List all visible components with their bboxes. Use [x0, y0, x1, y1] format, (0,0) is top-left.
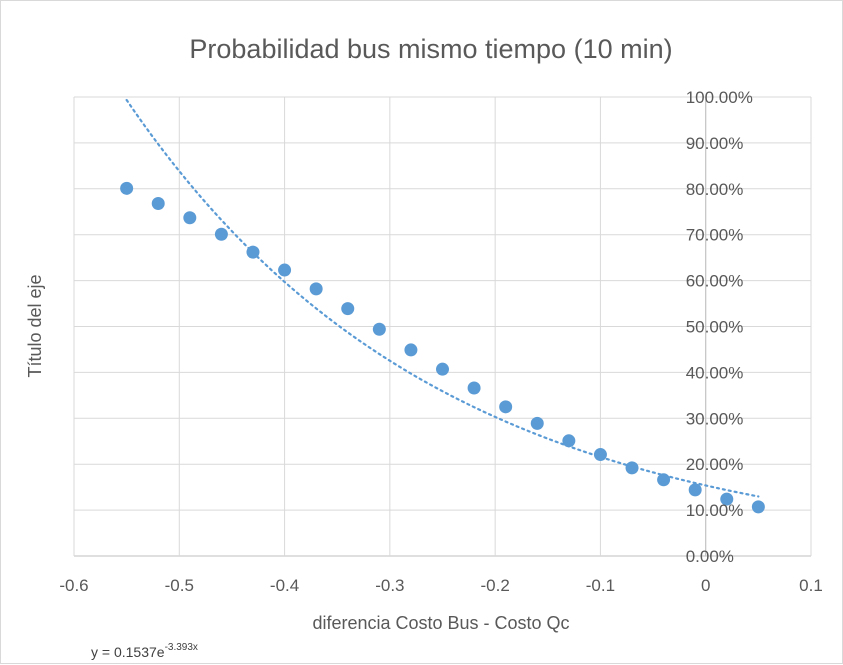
- y-tick-label: 0.00%: [686, 547, 734, 566]
- data-point: [657, 473, 671, 487]
- data-point: [593, 448, 607, 462]
- x-tick-label: -0.2: [480, 576, 509, 595]
- y-tick-label: 40.00%: [686, 363, 744, 382]
- x-tick-labels: -0.6 -0.5 -0.4 -0.3 -0.2 -0.1 0 0.1: [59, 576, 822, 595]
- data-point: [151, 196, 165, 210]
- data-point: [499, 400, 513, 414]
- x-axis-title: diferencia Costo Bus - Costo Qc: [312, 613, 569, 633]
- data-point: [309, 282, 323, 296]
- x-tick-label: -0.5: [165, 576, 194, 595]
- y-axis-title: Título del eje: [25, 274, 45, 377]
- data-point: [278, 263, 292, 277]
- data-points: [120, 181, 765, 514]
- data-point: [436, 362, 449, 376]
- data-point: [404, 343, 418, 357]
- y-tick-label: 30.00%: [686, 409, 744, 428]
- y-tick-label: 50.00%: [686, 318, 744, 337]
- data-point: [688, 483, 702, 497]
- data-point: [562, 434, 576, 448]
- data-point: [120, 181, 134, 195]
- x-tick-label: -0.4: [270, 576, 299, 595]
- data-point: [751, 500, 765, 514]
- y-tick-label: 100.00%: [686, 88, 753, 107]
- y-tick-label: 60.00%: [686, 272, 744, 291]
- y-tick-label: 80.00%: [686, 180, 744, 199]
- y-tick-label: 20.00%: [686, 455, 744, 474]
- data-point: [214, 227, 228, 241]
- data-point: [467, 381, 481, 395]
- data-point: [625, 461, 639, 475]
- x-tick-label: 0: [701, 576, 710, 595]
- data-point: [720, 492, 734, 506]
- x-tick-label: -0.6: [59, 576, 88, 595]
- data-point: [372, 322, 386, 336]
- x-tick-label: -0.3: [375, 576, 404, 595]
- y-tick-labels: 0.00% 10.00% 20.00% 30.00% 40.00% 50.00% 60.00…: [686, 88, 753, 566]
- y-tick-label: 90.00%: [686, 134, 744, 153]
- y-tick-label: 70.00%: [686, 226, 744, 245]
- trendline-equation-exponent: -3.393x: [165, 642, 198, 653]
- data-point: [530, 416, 544, 430]
- x-tick-label: -0.1: [586, 576, 615, 595]
- trendline-equation-base: y = 0.1537e: [91, 644, 165, 660]
- x-tick-label: 0.1: [799, 576, 823, 595]
- trendline-layer: [125, 98, 760, 498]
- chart-title: Probabilidad bus mismo tiempo (10 min): [189, 34, 672, 64]
- y-tick-label: 10.00%: [686, 501, 744, 520]
- trendline-equation: y = 0.1537e-3.393x: [91, 642, 198, 660]
- data-point: [341, 302, 355, 316]
- exponential-trendline: [125, 98, 760, 498]
- data-point: [183, 211, 197, 225]
- data-point: [246, 245, 260, 259]
